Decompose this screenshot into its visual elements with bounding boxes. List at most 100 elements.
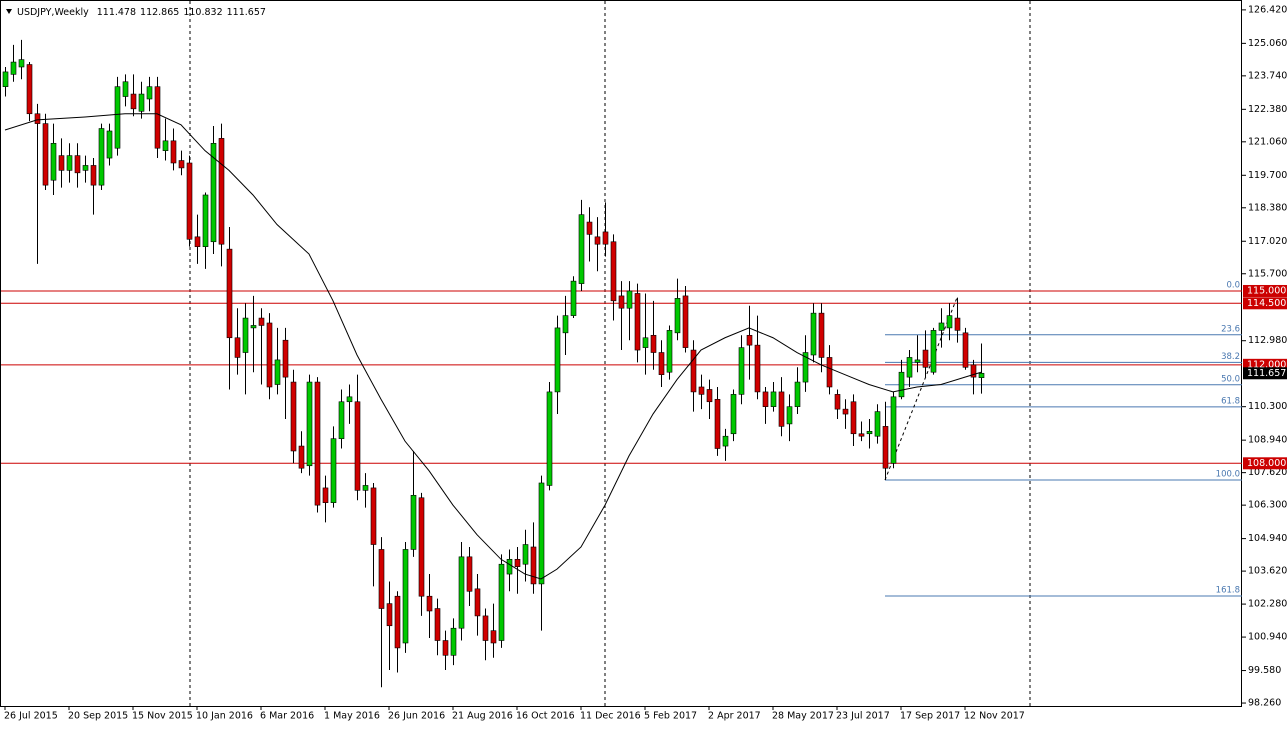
candle-body — [330, 438, 337, 503]
y-tick-label: 115.700 — [1248, 268, 1287, 279]
candle-body — [426, 595, 433, 612]
current-price-label: 111.657 — [1247, 368, 1286, 379]
fib-label: 50.0 — [1221, 374, 1240, 384]
candle-body — [698, 386, 705, 395]
candle-body — [850, 401, 857, 435]
price-line-label: 108.000 — [1247, 458, 1286, 469]
candle-body — [290, 381, 297, 452]
x-tick-label: 26 Jul 2015 — [4, 711, 58, 722]
candle-body — [810, 312, 817, 356]
plot-layer: 0.0 23.6 38.2 50.0 61.8 100.0 161.8 — [1, 39, 1242, 688]
x-tick-label: 17 Sep 2017 — [900, 711, 960, 722]
candle-body — [266, 322, 273, 388]
header-open: 111.478 — [97, 7, 136, 18]
candle-body — [234, 337, 241, 358]
x-tick-label: 28 May 2017 — [772, 711, 834, 722]
candle-body — [666, 330, 673, 373]
candle-body — [250, 325, 257, 329]
price-line-label: 115.000 — [1247, 285, 1286, 296]
candle-body — [642, 337, 649, 348]
candle-body — [370, 487, 377, 545]
candle-body — [202, 194, 209, 247]
candle-body — [602, 231, 609, 245]
candle-body — [770, 391, 777, 407]
candle-body — [674, 298, 681, 334]
header-low: 110.832 — [183, 7, 222, 18]
fib-label: 100.0 — [1216, 470, 1240, 480]
candle-body — [34, 113, 41, 124]
y-tick-label: 125.060 — [1248, 38, 1287, 49]
candle-body — [162, 140, 169, 151]
candle-body — [402, 549, 409, 644]
x-tick-label: 15 Nov 2015 — [132, 711, 193, 722]
candle-body — [906, 357, 913, 378]
candle-body — [962, 332, 969, 368]
y-tick-label: 104.940 — [1248, 533, 1287, 544]
y-tick-label: 119.700 — [1248, 170, 1287, 181]
x-tick-label: 23 Jul 2017 — [836, 711, 890, 722]
candle-body — [714, 398, 721, 449]
candle-body — [226, 248, 233, 339]
candle-body — [930, 330, 937, 373]
candle-body — [842, 408, 849, 415]
candle-body — [514, 558, 521, 567]
price-line-tag — [1243, 284, 1287, 297]
candle-body — [618, 295, 625, 309]
candle-body — [186, 162, 193, 240]
candle-body — [346, 396, 353, 403]
x-tick-label: 12 Nov 2017 — [964, 711, 1025, 722]
candle-body — [26, 64, 33, 115]
candle-body — [394, 595, 401, 649]
candle-body — [610, 241, 617, 302]
y-tick-label: 102.280 — [1248, 599, 1287, 610]
y-tick-label: 112.980 — [1248, 335, 1287, 346]
candle-body — [938, 322, 945, 331]
y-tick-label: 118.380 — [1248, 202, 1287, 213]
candle-body — [802, 352, 809, 383]
candle-body — [18, 59, 25, 68]
candle-body — [466, 556, 473, 592]
y-tick-label: 98.260 — [1248, 698, 1281, 709]
fib-label: 0.0 — [1226, 280, 1240, 290]
candle-body — [2, 71, 9, 87]
candle-body — [922, 349, 929, 368]
x-tick-label: 21 Aug 2016 — [452, 711, 513, 722]
candle-body — [130, 93, 137, 110]
y-tick-label: 100.940 — [1248, 632, 1287, 643]
candle-body — [866, 430, 873, 435]
candle-body — [434, 608, 441, 641]
candle-body — [554, 327, 561, 393]
candle-body — [786, 406, 793, 425]
candle-body — [450, 627, 457, 656]
candle-body — [458, 556, 465, 629]
candle-body — [794, 381, 801, 407]
candle-body — [482, 615, 489, 641]
candle-body — [378, 549, 385, 609]
candle-body — [946, 315, 953, 329]
candle-body — [586, 221, 593, 235]
candle-body — [418, 497, 425, 597]
candle-body — [338, 401, 345, 439]
y-tick-label: 126.420 — [1248, 4, 1287, 15]
candle-body — [530, 546, 537, 585]
candle-body — [826, 357, 833, 388]
candle-body — [898, 371, 905, 398]
header-high: 112.865 — [140, 7, 179, 18]
candle-body — [58, 155, 65, 171]
candle-body — [122, 81, 129, 97]
candle-body — [890, 396, 897, 464]
candle-body — [578, 214, 585, 284]
candle-body — [106, 130, 113, 159]
x-tick-label: 2 Apr 2017 — [708, 711, 761, 722]
x-tick-label: 5 Feb 2017 — [644, 711, 697, 722]
candle-body — [978, 372, 985, 378]
x-tick-label: 11 Dec 2016 — [580, 711, 641, 722]
candle-body — [306, 381, 313, 467]
candle-body — [490, 630, 497, 644]
candle-body — [706, 389, 713, 403]
candle-body — [738, 347, 745, 395]
candle-body — [90, 165, 97, 186]
x-tick-label: 26 Jun 2016 — [388, 711, 445, 722]
fib-label: 61.8 — [1221, 396, 1240, 406]
